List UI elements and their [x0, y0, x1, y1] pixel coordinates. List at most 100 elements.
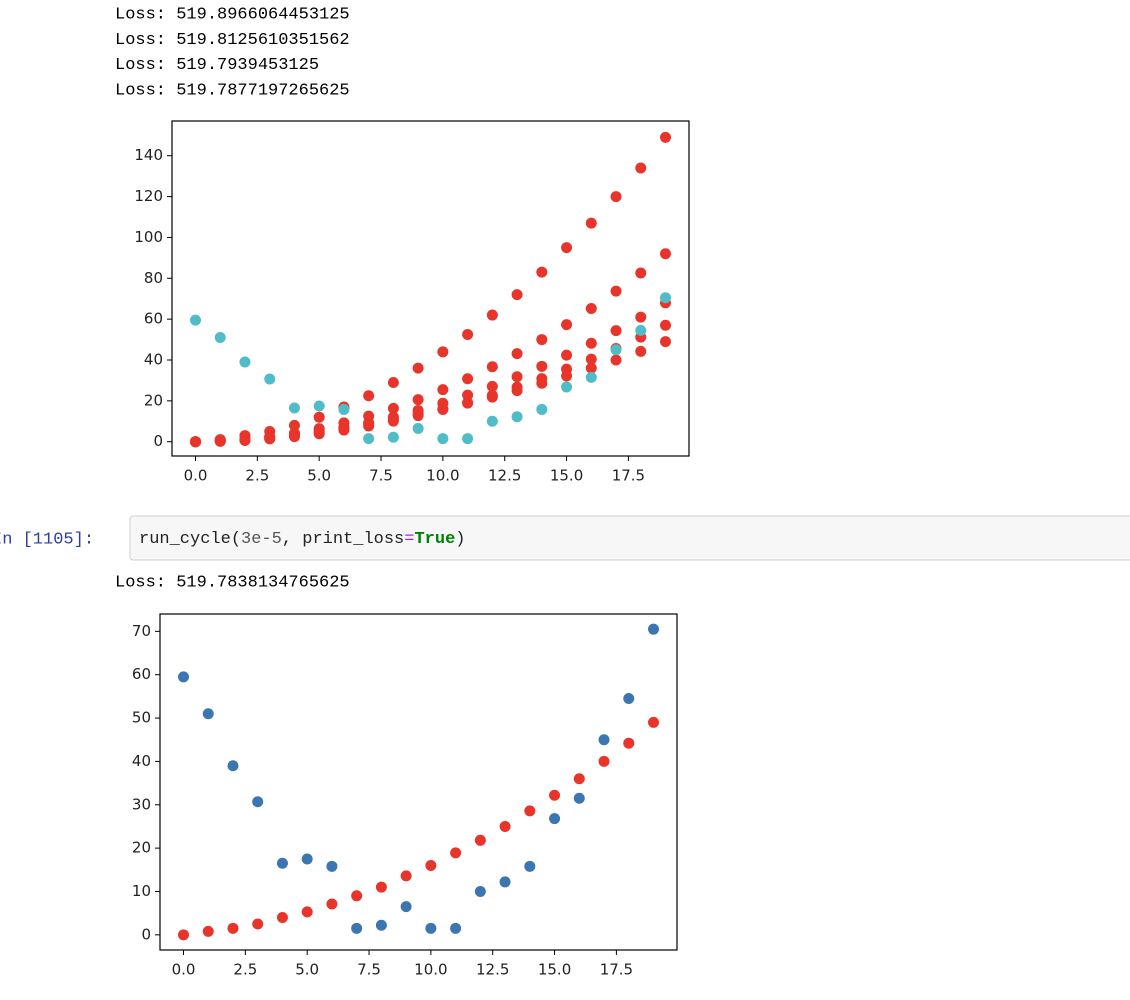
- point: [524, 805, 536, 817]
- point: [375, 881, 387, 893]
- point: [276, 911, 288, 923]
- point: [363, 390, 375, 402]
- point: [462, 328, 474, 340]
- point: [351, 922, 363, 934]
- point: [462, 389, 474, 401]
- point: [178, 671, 189, 683]
- x-tick-label: 12.5: [488, 467, 521, 485]
- point: [214, 332, 226, 344]
- point: [635, 324, 647, 336]
- point: [511, 411, 523, 423]
- point: [524, 860, 536, 872]
- point: [239, 433, 251, 445]
- point: [387, 431, 399, 443]
- point: [511, 289, 523, 301]
- y-tick-label: 100: [134, 228, 163, 246]
- point: [610, 325, 622, 337]
- axes-frame: [159, 613, 678, 951]
- point: [338, 421, 350, 433]
- point: [301, 906, 313, 918]
- y-tick-label: 20: [132, 839, 151, 857]
- input-area[interactable]: [129, 515, 1130, 561]
- point: [549, 813, 561, 825]
- point: [511, 371, 523, 383]
- x-tick-label: 7.5: [357, 961, 381, 979]
- point: [499, 820, 511, 832]
- point: [288, 428, 300, 440]
- code-token: =: [404, 530, 414, 549]
- prompt: In [1105]:: [0, 530, 94, 549]
- point: [363, 417, 375, 429]
- point: [610, 344, 622, 356]
- x-tick-label: 10.0: [414, 961, 447, 979]
- point: [437, 384, 449, 396]
- y-tick-label: 30: [132, 795, 151, 813]
- point: [202, 925, 214, 937]
- point: [227, 922, 239, 934]
- point: [623, 693, 635, 705]
- point: [437, 346, 449, 358]
- point: [573, 773, 585, 785]
- point: [387, 376, 399, 388]
- point: [648, 716, 659, 728]
- point: [313, 400, 325, 412]
- point: [400, 870, 412, 882]
- x-tick-label: 0.0: [184, 467, 208, 485]
- y-tick-label: 40: [144, 350, 163, 368]
- point: [288, 402, 300, 414]
- code-token: 3e-5: [241, 530, 282, 549]
- output-line: Loss: 519.7838134765625: [115, 573, 350, 592]
- x-tick-label: 17.5: [612, 467, 645, 485]
- x-tick-label: 2.5: [233, 961, 257, 979]
- point: [474, 834, 486, 846]
- point: [486, 380, 498, 392]
- y-tick-label: 10: [132, 882, 151, 900]
- code-token: , print_loss: [282, 530, 404, 549]
- output-line: Loss: 519.8966064453125: [115, 5, 350, 24]
- point: [536, 377, 548, 389]
- point: [623, 737, 635, 749]
- point: [338, 403, 350, 415]
- point: [561, 242, 573, 254]
- point: [412, 394, 424, 406]
- point: [561, 370, 573, 382]
- point: [202, 708, 214, 720]
- point: [450, 847, 462, 859]
- point: [511, 385, 523, 397]
- y-tick-label: 20: [144, 391, 163, 409]
- output-line: Loss: 519.7939453125: [115, 56, 319, 75]
- code-token: run_cycle(: [139, 530, 241, 549]
- x-tick-label: 7.5: [369, 467, 393, 485]
- point: [561, 319, 573, 331]
- point: [462, 373, 474, 385]
- point: [474, 885, 486, 897]
- point: [598, 734, 610, 746]
- point: [585, 217, 597, 229]
- point: [214, 434, 226, 446]
- x-tick-label: 2.5: [245, 467, 269, 485]
- y-tick-label: 60: [144, 310, 163, 328]
- code[interactable]: run_cycle(3e-5, print_loss=True): [139, 530, 465, 549]
- y-tick-label: 60: [132, 665, 151, 683]
- point: [536, 360, 548, 372]
- x-tick-label: 5.0: [295, 961, 319, 979]
- point: [301, 853, 313, 865]
- x-tick-label: 15.0: [538, 961, 571, 979]
- point: [326, 898, 338, 910]
- point: [462, 433, 474, 445]
- code-token: True: [414, 530, 455, 549]
- point: [561, 381, 573, 393]
- y-tick-label: 0: [153, 432, 163, 450]
- y-tick-label: 120: [134, 187, 163, 205]
- point: [288, 419, 300, 431]
- y-tick-label: 50: [132, 709, 151, 727]
- point: [536, 403, 548, 415]
- x-tick-label: 12.5: [476, 961, 509, 979]
- point: [610, 191, 622, 203]
- point: [425, 922, 437, 934]
- point: [660, 292, 671, 304]
- output-line: Loss: 519.7877197265625: [115, 81, 350, 100]
- point: [326, 860, 338, 872]
